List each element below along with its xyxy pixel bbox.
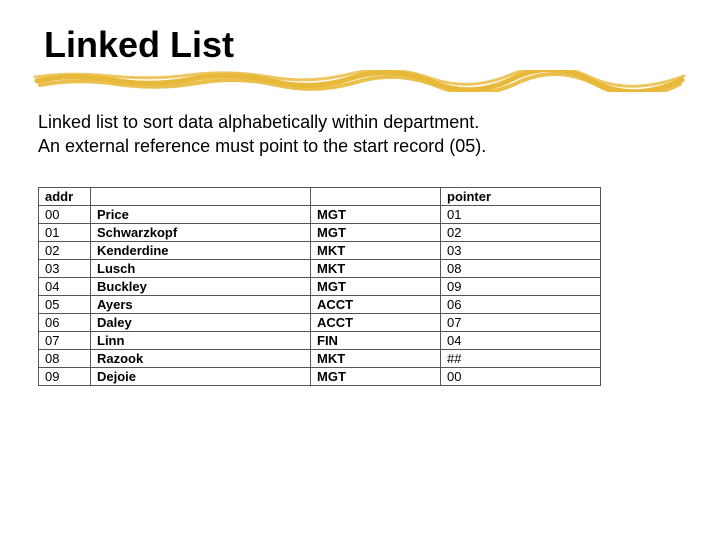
cell-pointer: 08: [441, 259, 601, 277]
cell-addr: 09: [39, 367, 91, 385]
cell-pointer: 00: [441, 367, 601, 385]
cell-name: Lusch: [91, 259, 311, 277]
table-row: 02KenderdineMKT03: [39, 241, 601, 259]
cell-addr: 00: [39, 205, 91, 223]
cell-name: Ayers: [91, 295, 311, 313]
header-dept: [311, 187, 441, 205]
cell-dept: MKT: [311, 349, 441, 367]
cell-dept: FIN: [311, 331, 441, 349]
slide-container: Linked List Linked list to sort data alp…: [0, 0, 720, 410]
linked-list-table: addr pointer 00PriceMGT0101SchwarzkopfMG…: [38, 187, 601, 386]
cell-addr: 06: [39, 313, 91, 331]
cell-dept: MGT: [311, 367, 441, 385]
cell-pointer: 07: [441, 313, 601, 331]
table-row: 01SchwarzkopfMGT02: [39, 223, 601, 241]
cell-addr: 07: [39, 331, 91, 349]
header-addr: addr: [39, 187, 91, 205]
cell-addr: 04: [39, 277, 91, 295]
table-row: 00PriceMGT01: [39, 205, 601, 223]
cell-pointer: 06: [441, 295, 601, 313]
cell-name: Daley: [91, 313, 311, 331]
header-pointer: pointer: [441, 187, 601, 205]
table-row: 04BuckleyMGT09: [39, 277, 601, 295]
cell-dept: ACCT: [311, 313, 441, 331]
cell-dept: MGT: [311, 223, 441, 241]
table-row: 05AyersACCT06: [39, 295, 601, 313]
cell-dept: MGT: [311, 277, 441, 295]
cell-name: Linn: [91, 331, 311, 349]
cell-pointer: 02: [441, 223, 601, 241]
cell-dept: ACCT: [311, 295, 441, 313]
cell-dept: MGT: [311, 205, 441, 223]
table-row: 06DaleyACCT07: [39, 313, 601, 331]
table-body: 00PriceMGT0101SchwarzkopfMGT0202Kenderdi…: [39, 205, 601, 385]
table-row: 08RazookMKT##: [39, 349, 601, 367]
table-row: 09DejoieMGT00: [39, 367, 601, 385]
cell-addr: 08: [39, 349, 91, 367]
cell-addr: 03: [39, 259, 91, 277]
cell-dept: MKT: [311, 259, 441, 277]
table-row: 07LinnFIN04: [39, 331, 601, 349]
cell-pointer: ##: [441, 349, 601, 367]
slide-title: Linked List: [32, 24, 688, 66]
slide-description: Linked list to sort data alphabetically …: [32, 110, 688, 159]
linked-list-table-container: addr pointer 00PriceMGT0101SchwarzkopfMG…: [32, 187, 688, 386]
cell-pointer: 04: [441, 331, 601, 349]
cell-name: Kenderdine: [91, 241, 311, 259]
cell-addr: 02: [39, 241, 91, 259]
cell-name: Dejoie: [91, 367, 311, 385]
table-row: 03LuschMKT08: [39, 259, 601, 277]
cell-name: Schwarzkopf: [91, 223, 311, 241]
cell-dept: MKT: [311, 241, 441, 259]
cell-name: Buckley: [91, 277, 311, 295]
cell-addr: 05: [39, 295, 91, 313]
header-name: [91, 187, 311, 205]
cell-pointer: 01: [441, 205, 601, 223]
description-line-1: Linked list to sort data alphabetically …: [38, 112, 479, 132]
cell-name: Razook: [91, 349, 311, 367]
table-header-row: addr pointer: [39, 187, 601, 205]
cell-name: Price: [91, 205, 311, 223]
cell-addr: 01: [39, 223, 91, 241]
description-line-2: An external reference must point to the …: [38, 136, 486, 156]
cell-pointer: 03: [441, 241, 601, 259]
cell-pointer: 09: [441, 277, 601, 295]
title-underline: [32, 70, 688, 92]
